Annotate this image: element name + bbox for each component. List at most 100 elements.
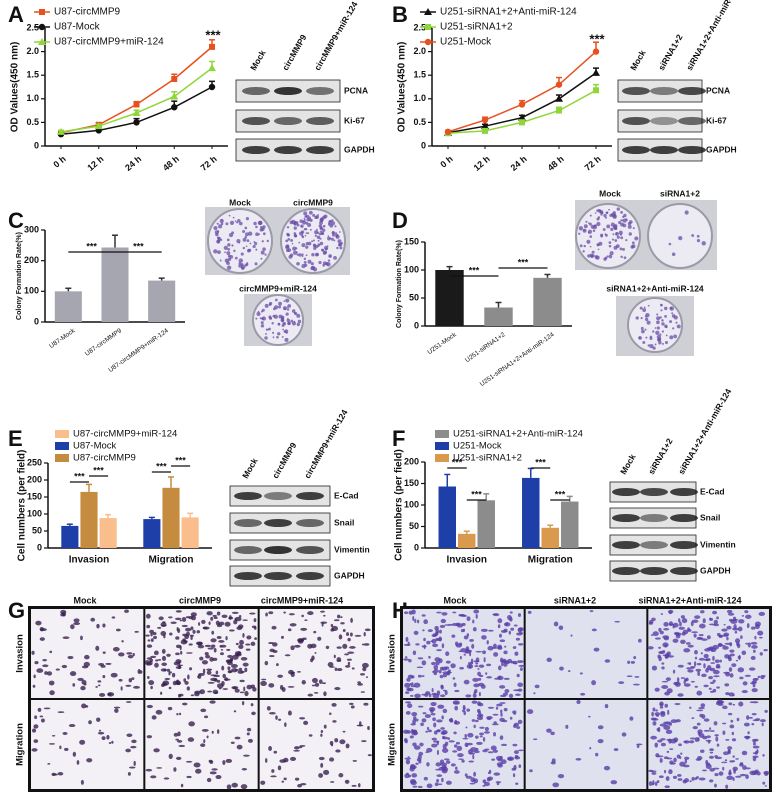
stained-cell — [698, 777, 706, 781]
stained-cell — [46, 671, 53, 676]
point — [518, 101, 526, 108]
colony — [291, 242, 294, 245]
legend-label: U251-siRNA1+2 — [440, 22, 513, 33]
bar — [181, 517, 199, 548]
colony — [261, 316, 267, 321]
x-tick-label: U87-Mock — [48, 327, 77, 350]
stained-cell — [550, 731, 555, 736]
stained-cell — [734, 638, 741, 644]
stained-cell — [214, 691, 219, 694]
y-tick-label: 250 — [27, 457, 42, 467]
stained-cell — [80, 779, 84, 785]
stained-cell — [404, 773, 410, 779]
bar — [80, 491, 98, 548]
colony — [288, 255, 293, 259]
stained-cell — [246, 732, 250, 736]
colony — [608, 208, 610, 211]
stained-cell — [77, 677, 84, 681]
colony — [319, 220, 323, 225]
point — [592, 48, 600, 55]
colony — [219, 218, 224, 224]
stained-cell — [100, 664, 106, 668]
colony — [652, 330, 655, 333]
colony — [329, 224, 334, 228]
colony — [310, 262, 314, 266]
stained-cell — [490, 745, 497, 751]
colony — [661, 322, 665, 326]
stained-cell — [431, 737, 437, 741]
stained-cell — [687, 627, 691, 632]
stained-cell — [466, 616, 471, 622]
legend-swatch — [435, 454, 449, 462]
stained-cell — [158, 616, 164, 621]
micrograph-row-label: Migration — [387, 723, 398, 766]
colony — [307, 259, 312, 264]
stained-cell — [509, 611, 513, 614]
stained-cell — [757, 630, 764, 636]
stained-cell — [638, 638, 642, 643]
stained-cell — [679, 621, 682, 627]
stained-cell — [708, 675, 713, 680]
stained-cell — [333, 619, 340, 622]
annotation: *** — [74, 471, 85, 481]
stained-cell — [483, 781, 490, 787]
stained-cell — [222, 760, 226, 766]
stained-cell — [139, 670, 143, 674]
stained-cell — [695, 668, 702, 672]
colony — [264, 303, 269, 308]
colony — [260, 227, 265, 232]
stained-cell — [434, 625, 439, 631]
stained-cell — [453, 731, 457, 735]
stained-cell — [175, 738, 179, 741]
stained-cell — [110, 672, 118, 678]
stained-cell — [487, 706, 495, 709]
stained-cell — [349, 632, 353, 637]
stained-cell — [709, 751, 714, 754]
colony — [321, 231, 325, 235]
stained-cell — [651, 711, 654, 717]
stained-cell — [318, 756, 325, 761]
stained-cell — [414, 745, 421, 750]
colony — [612, 233, 615, 236]
colony — [268, 316, 273, 320]
stained-cell — [513, 712, 516, 715]
line — [447, 89, 597, 135]
stained-cell — [514, 756, 521, 760]
annotation: *** — [175, 455, 186, 465]
stained-cell — [432, 717, 436, 722]
point — [171, 104, 178, 111]
stained-cell — [503, 707, 508, 712]
stained-cell — [33, 739, 39, 743]
stained-cell — [406, 677, 411, 682]
stained-cell — [729, 673, 734, 678]
stained-cell — [426, 747, 433, 753]
stained-cell — [441, 715, 444, 720]
stained-cell — [189, 667, 193, 671]
stained-cell — [195, 768, 202, 774]
stained-cell — [441, 643, 445, 649]
stained-cell — [696, 709, 704, 712]
colony — [227, 243, 231, 247]
colony — [583, 224, 588, 229]
stained-cell — [464, 773, 468, 777]
stained-cell — [202, 626, 208, 630]
stained-cell — [197, 641, 203, 646]
point — [555, 81, 563, 88]
colony — [675, 321, 678, 324]
stained-cell — [287, 685, 295, 688]
blot-band — [650, 87, 678, 95]
stained-cell — [728, 657, 732, 662]
colony — [659, 333, 662, 336]
stained-cell — [669, 748, 674, 750]
stained-cell — [150, 633, 153, 637]
colony — [254, 262, 258, 266]
stained-cell — [464, 733, 467, 739]
stained-cell — [659, 758, 663, 763]
stained-cell — [492, 713, 499, 716]
stained-cell — [178, 744, 186, 748]
stained-cell — [458, 758, 464, 760]
stained-cell — [464, 742, 469, 748]
colony — [296, 261, 300, 266]
stained-cell — [403, 658, 409, 661]
colony — [264, 336, 268, 340]
